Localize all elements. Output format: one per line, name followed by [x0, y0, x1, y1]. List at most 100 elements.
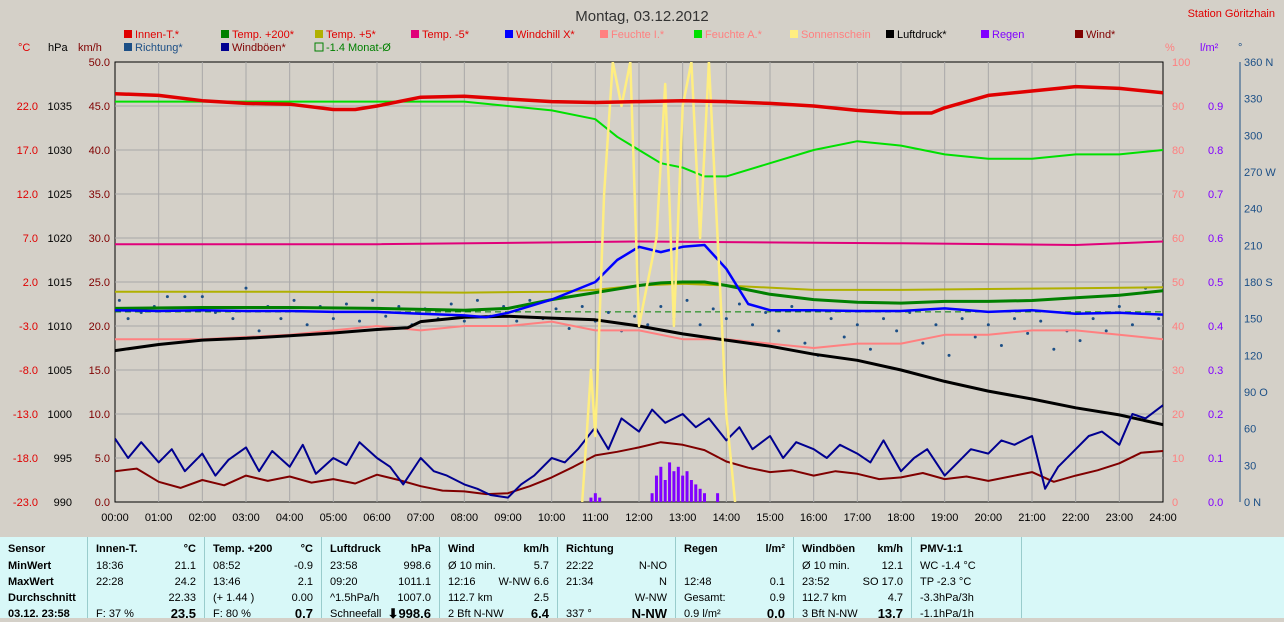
temp-tick-8: -18.0: [13, 453, 38, 465]
stats-value: 0.7: [294, 606, 313, 621]
x-tick-7: 07:00: [407, 512, 435, 524]
stats-header: Windböen: [802, 543, 856, 555]
legend-swatch-4: [505, 30, 513, 38]
stats-row-0: 22:22 N-NO: [558, 558, 675, 574]
hpa-tick-2: 1025: [48, 189, 72, 201]
legend-label-2: Temp. +5*: [326, 29, 377, 41]
stats-unit: km/h: [523, 543, 549, 555]
richtung-point-40: [646, 323, 650, 327]
stats-header-row: PMV-1:1: [912, 541, 1021, 557]
stats-row-0: 23:58 998.6: [322, 558, 439, 574]
pct-tick-1: 90: [1172, 101, 1184, 113]
lm2-tick-2: 0.7: [1208, 189, 1223, 201]
series-temp-5: [115, 282, 1163, 294]
stats-left: F: 80 %: [213, 608, 251, 620]
richtung-point-18: [358, 319, 362, 323]
stats-row-1: TP -2.3 °C: [912, 574, 1021, 590]
kmh-tick-9: 5.0: [95, 453, 110, 465]
deg-tick-3: 270 W: [1244, 167, 1276, 179]
axes: 22.0 17.0 12.0 7.0 2.0 -3.0 -8.0 -13.0 -18.0 -23.…: [13, 57, 1276, 524]
richtung-point-45: [711, 307, 715, 311]
stats-row-0: 18:36 21.1: [88, 558, 204, 574]
stats-col7: Regen l/m² 12:48 0.1 Gesamt: 0.9 0.9 l/m² 0.0: [676, 537, 794, 621]
richtung-point-35: [580, 304, 584, 308]
legend-label-12: Windböen*: [232, 42, 287, 54]
stats-panel: Sensor MinWert MaxWert Durchschnitt 03.12. 2…: [0, 537, 1284, 621]
richtung-point-74: [1091, 317, 1095, 321]
stats-left: 09:20: [330, 576, 358, 588]
stats-left: Ø 10 min.: [448, 560, 496, 572]
stats-row-3: F: 37 % 23.5: [88, 606, 204, 622]
stats-left: 12:48: [684, 576, 712, 588]
pct-tick-4: 60: [1172, 233, 1184, 245]
stats-row-2: Gesamt: 0.9: [676, 590, 793, 606]
richtung-point-6: [200, 295, 204, 299]
stats-header-row: Windböen km/h: [794, 541, 911, 557]
richtung-point-70: [1039, 319, 1043, 323]
richtung-point-39: [633, 314, 637, 318]
kmh-tick-4: 30.0: [89, 233, 110, 245]
richtung-point-58: [882, 317, 886, 321]
stats-row-3: 337 ° N-NW: [558, 606, 675, 622]
temp-tick-0: 22.0: [17, 101, 38, 113]
stats-left: -3.3hPa/3h: [920, 592, 974, 604]
stats-row-1: 12:48 0.1: [676, 574, 793, 590]
pct-tick-7: 30: [1172, 365, 1184, 377]
stats-unit: hPa: [410, 543, 431, 555]
richtung-point-62: [934, 323, 938, 327]
legend-swatch-13: [314, 42, 324, 52]
series-layer: [115, 62, 1163, 502]
richtung-point-31: [528, 298, 532, 302]
stats-left: WC -1.4 °C: [920, 560, 976, 572]
richtung-point-54: [829, 317, 833, 321]
stats-header-row: Sensor: [0, 541, 87, 557]
deg-tick-1: 330: [1244, 94, 1262, 106]
richtung-point-67: [999, 344, 1003, 348]
stats-header: Richtung: [566, 543, 614, 555]
lm2-tick-0: 0.9: [1208, 101, 1223, 113]
richtung-point-37: [606, 311, 610, 315]
stats-row-3: 2 Bft N-NW 6.4: [440, 606, 557, 622]
x-tick-20: 20:00: [975, 512, 1003, 524]
legend-swatch-5: [600, 30, 608, 38]
legend-label-13: -1.4 Monat-Ø: [326, 42, 391, 54]
richtung-point-16: [331, 317, 335, 321]
stats-col8: Windböen km/h Ø 10 min. 12.1 23:52 SO 17.0 112…: [794, 537, 912, 621]
legend-swatch-12: [221, 43, 229, 51]
kmh-tick-8: 10.0: [89, 409, 110, 421]
richtung-point-50: [777, 329, 781, 333]
series-windchill-x: [115, 243, 1163, 319]
stats-value: 24.2: [174, 576, 196, 588]
stats-value: N: [659, 576, 667, 588]
deg-tick-9: 90 O: [1244, 387, 1268, 399]
x-tick-9: 09:00: [494, 512, 522, 524]
richtung-point-65: [973, 335, 977, 339]
kmh-tick-10: 0.0: [95, 497, 110, 509]
stats-unit: °C: [300, 543, 313, 555]
stats-value: 23.5: [170, 606, 196, 621]
x-tick-21: 21:00: [1018, 512, 1046, 524]
pct-tick-8: 20: [1172, 409, 1184, 421]
stats-header-row: Temp. +200 °C: [205, 541, 321, 557]
stats-header-row: Innen-T. °C: [88, 541, 204, 557]
series-wind: [115, 441, 1163, 496]
stats-row-1: 21:34 N: [558, 574, 675, 590]
x-tick-17: 17:00: [844, 512, 872, 524]
richtung-point-25: [449, 302, 453, 306]
lm2-tick-8: 0.1: [1208, 453, 1223, 465]
richtung-point-59: [895, 329, 899, 333]
stats-unit: km/h: [877, 543, 903, 555]
x-tick-19: 19:00: [931, 512, 959, 524]
series-feuchte-a: [115, 100, 1163, 178]
stats-header-row: Regen l/m²: [676, 541, 793, 557]
stats-value: 2.1: [297, 576, 313, 588]
legend-swatch-0: [124, 30, 132, 38]
richtung-point-68: [1013, 317, 1017, 321]
hpa-tick-5: 1010: [48, 321, 72, 333]
richtung-point-69: [1026, 331, 1030, 335]
richtung-point-51: [790, 304, 794, 308]
stats-left: Schneefall: [330, 608, 382, 620]
stats-value: ⬇998.6: [387, 606, 431, 621]
stats-header: Regen: [684, 543, 718, 555]
stats-col4: Luftdruck hPa 23:58 998.6 09:20 1011.1 ^1.5hPa…: [322, 537, 440, 621]
